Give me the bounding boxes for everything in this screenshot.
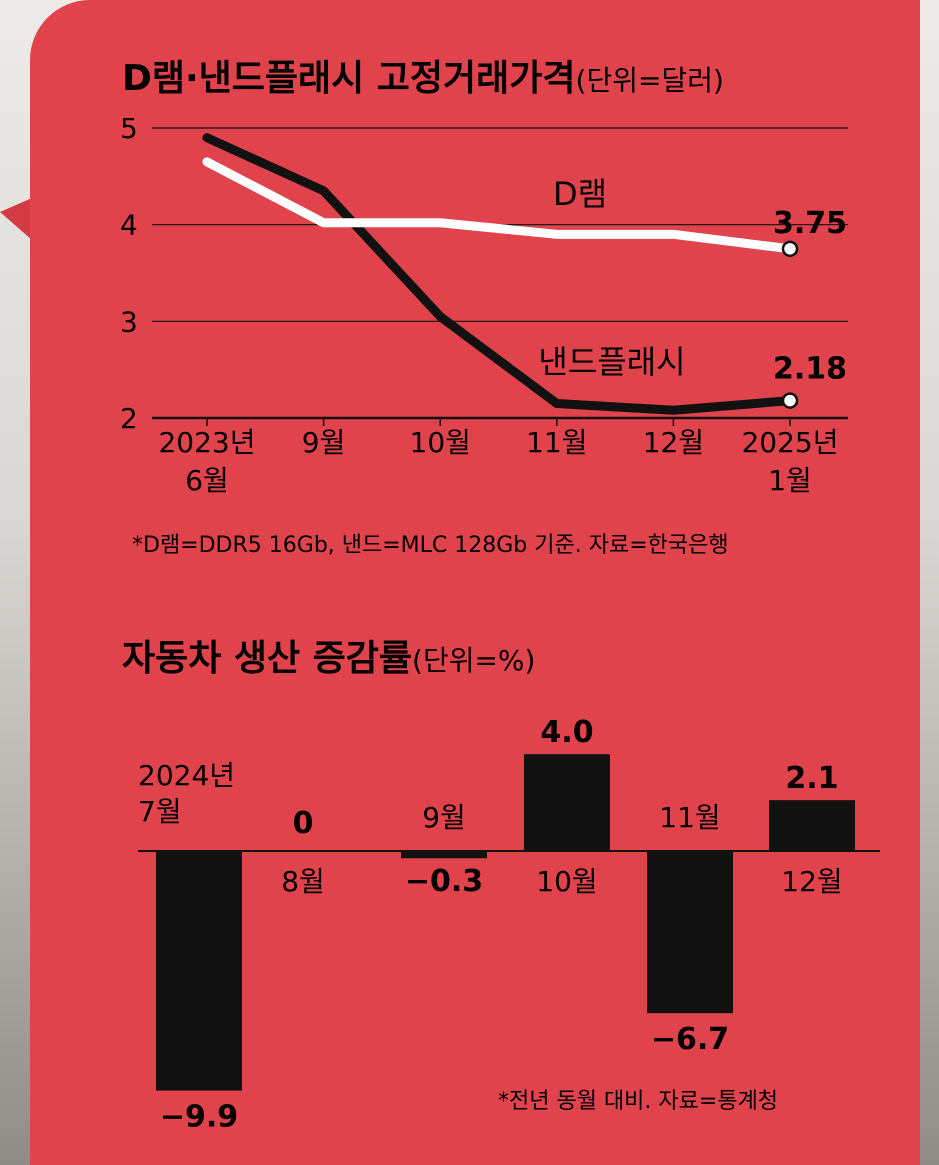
memory-chart-note: *D램=DDR5 16Gb, 낸드=MLC 128Gb 기준. 자료=한국은행	[132, 533, 729, 558]
bar-category-4: 10월	[536, 865, 597, 898]
auto-chart-title: 자동차 생산 증감률(단위=%)	[122, 638, 535, 679]
x-tick-label: 11월	[526, 426, 587, 459]
series-line-dram	[202, 157, 795, 254]
bar-3	[401, 851, 487, 859]
series-name-nand: 낸드플래시	[538, 343, 685, 381]
y-tick-2: 2	[120, 402, 138, 435]
bar-value-4: 4.0	[540, 715, 593, 750]
bar-category-1: 7월	[138, 795, 182, 828]
auto-chart-unit: (단위=%)	[412, 644, 535, 677]
y-tick-5: 5	[120, 112, 138, 145]
bar-category-6: 12월	[781, 865, 842, 898]
memory-y-axis: 2 3 4 5	[120, 112, 138, 435]
end-point-nand	[781, 392, 799, 409]
auto-bars	[156, 754, 855, 1091]
memory-chart-title-text: D램·낸드플래시 고정거래가격	[122, 58, 576, 99]
memory-price-chart: D램·낸드플래시 고정거래가격(단위=달러) 2 3 4 5 2023년 6월 9월 10월…	[120, 58, 848, 558]
memory-gridlines	[152, 127, 848, 420]
memory-x-axis: 2023년 6월 9월 10월 11월 12월 2025년 1월	[158, 418, 839, 497]
x-tick-label: 2025년	[741, 426, 838, 459]
end-point-dram	[781, 240, 799, 258]
bar-category-2: 8월	[281, 865, 325, 898]
memory-chart-title: D램·낸드플래시 고정거래가격(단위=달러)	[122, 58, 724, 99]
y-tick-3: 3	[120, 305, 138, 338]
auto-chart-note: *전년 동월 대비. 자료=통계청	[498, 1089, 778, 1114]
bar-category-3: 9월	[422, 801, 466, 834]
bar-value-6: 2.1	[785, 761, 838, 796]
auto-chart-title-text: 자동차 생산 증감률	[122, 638, 412, 679]
end-value-nand: 2.18	[773, 352, 847, 387]
x-tick-label: 12월	[643, 426, 704, 459]
x-tick-label: 10월	[410, 426, 471, 459]
memory-chart-unit: (단위=달러)	[576, 64, 724, 97]
x-tick-label: 2023년	[158, 426, 255, 459]
bar-category-1: 2024년	[138, 759, 235, 792]
bar-5	[647, 851, 733, 1014]
bar-1	[156, 851, 242, 1091]
x-tick-label: 6월	[185, 464, 229, 497]
y-tick-4: 4	[120, 209, 138, 242]
x-tick-label: 9월	[302, 426, 346, 459]
bar-value-3: −0.3	[405, 864, 483, 899]
bar-value-1: −9.9	[160, 1100, 238, 1135]
series-name-dram: D램	[553, 175, 607, 213]
bar-value-5: −6.7	[651, 1022, 729, 1057]
speech-pointer	[0, 198, 32, 240]
series-line-nand	[202, 133, 795, 415]
memory-series: 3.75 D램 2.18 낸드플래시	[202, 133, 847, 415]
bar-4	[524, 754, 610, 851]
x-tick-label: 1월	[768, 464, 812, 497]
bar-value-2: 0	[293, 806, 314, 841]
bar-6	[769, 800, 855, 851]
end-value-dram: 3.75	[773, 206, 847, 241]
bar-category-5: 11월	[659, 801, 720, 834]
